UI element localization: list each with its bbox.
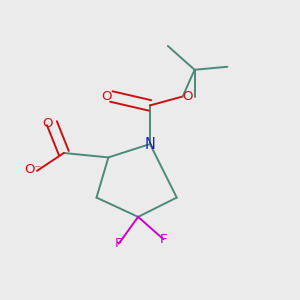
Text: F: F	[115, 237, 122, 250]
Text: N: N	[145, 136, 155, 152]
Text: F: F	[160, 233, 167, 246]
Text: O: O	[102, 90, 112, 103]
Text: O⁻: O⁻	[24, 163, 41, 176]
Text: O: O	[42, 117, 53, 130]
Text: O: O	[182, 90, 192, 103]
